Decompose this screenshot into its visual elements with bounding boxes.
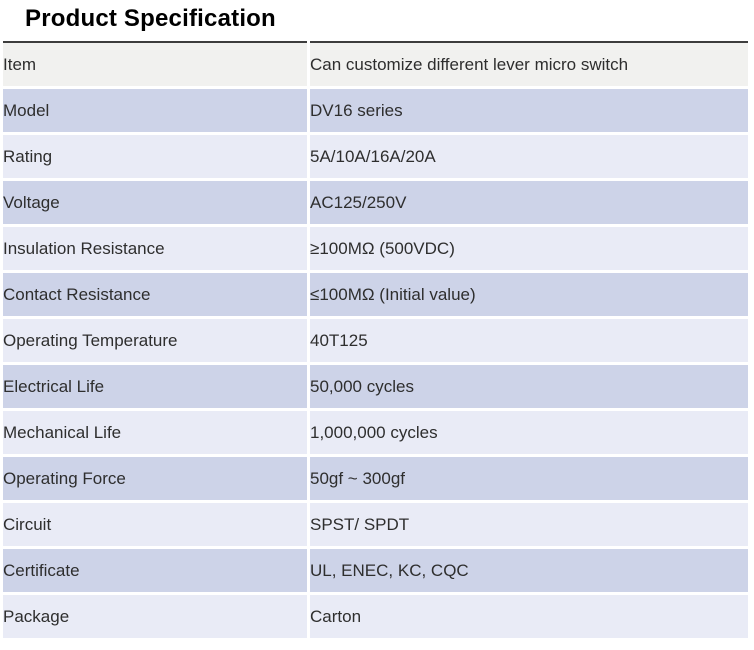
spec-value: ≤100MΩ (Initial value) bbox=[310, 273, 748, 317]
spec-table-body: Item Can customize different lever micro… bbox=[3, 41, 748, 639]
spec-value: 40T125 bbox=[310, 319, 748, 363]
table-row: Electrical Life 50,000 cycles bbox=[3, 365, 748, 409]
table-row: Model DV16 series bbox=[3, 89, 748, 133]
spec-value: ≥100MΩ (500VDC) bbox=[310, 227, 748, 271]
spec-label: Electrical Life bbox=[3, 365, 307, 409]
table-row: Operating Force 50gf ~ 300gf bbox=[3, 457, 748, 501]
spec-label: Contact Resistance bbox=[3, 273, 307, 317]
table-row: Operating Temperature 40T125 bbox=[3, 319, 748, 363]
spec-label: Package bbox=[3, 595, 307, 639]
spec-value: UL, ENEC, KC, CQC bbox=[310, 549, 748, 593]
spec-label: Rating bbox=[3, 135, 307, 179]
spec-label: Insulation Resistance bbox=[3, 227, 307, 271]
spec-value: DV16 series bbox=[310, 89, 748, 133]
table-row: Circuit SPST/ SPDT bbox=[3, 503, 748, 547]
table-row: Package Carton bbox=[3, 595, 748, 639]
spec-label: Mechanical Life bbox=[3, 411, 307, 455]
spec-label: Certificate bbox=[3, 549, 307, 593]
spec-value: Can customize different lever micro swit… bbox=[310, 41, 748, 87]
spec-table: Item Can customize different lever micro… bbox=[0, 38, 751, 641]
table-row: Certificate UL, ENEC, KC, CQC bbox=[3, 549, 748, 593]
spec-value: Carton bbox=[310, 595, 748, 639]
table-row: Insulation Resistance ≥100MΩ (500VDC) bbox=[3, 227, 748, 271]
table-row: Item Can customize different lever micro… bbox=[3, 41, 748, 87]
spec-label: Model bbox=[3, 89, 307, 133]
spec-label: Item bbox=[3, 41, 307, 87]
table-row: Rating 5A/10A/16A/20A bbox=[3, 135, 748, 179]
spec-value: 5A/10A/16A/20A bbox=[310, 135, 748, 179]
page-title: Product Specification bbox=[25, 5, 276, 32]
spec-label: Voltage bbox=[3, 181, 307, 225]
spec-value: 50gf ~ 300gf bbox=[310, 457, 748, 501]
spec-value: 1,000,000 cycles bbox=[310, 411, 748, 455]
table-row: Mechanical Life 1,000,000 cycles bbox=[3, 411, 748, 455]
spec-label: Operating Force bbox=[3, 457, 307, 501]
spec-label: Circuit bbox=[3, 503, 307, 547]
spec-value: 50,000 cycles bbox=[310, 365, 748, 409]
spec-value: SPST/ SPDT bbox=[310, 503, 748, 547]
spec-label: Operating Temperature bbox=[3, 319, 307, 363]
table-row: Voltage AC125/250V bbox=[3, 181, 748, 225]
spec-value: AC125/250V bbox=[310, 181, 748, 225]
table-row: Contact Resistance ≤100MΩ (Initial value… bbox=[3, 273, 748, 317]
